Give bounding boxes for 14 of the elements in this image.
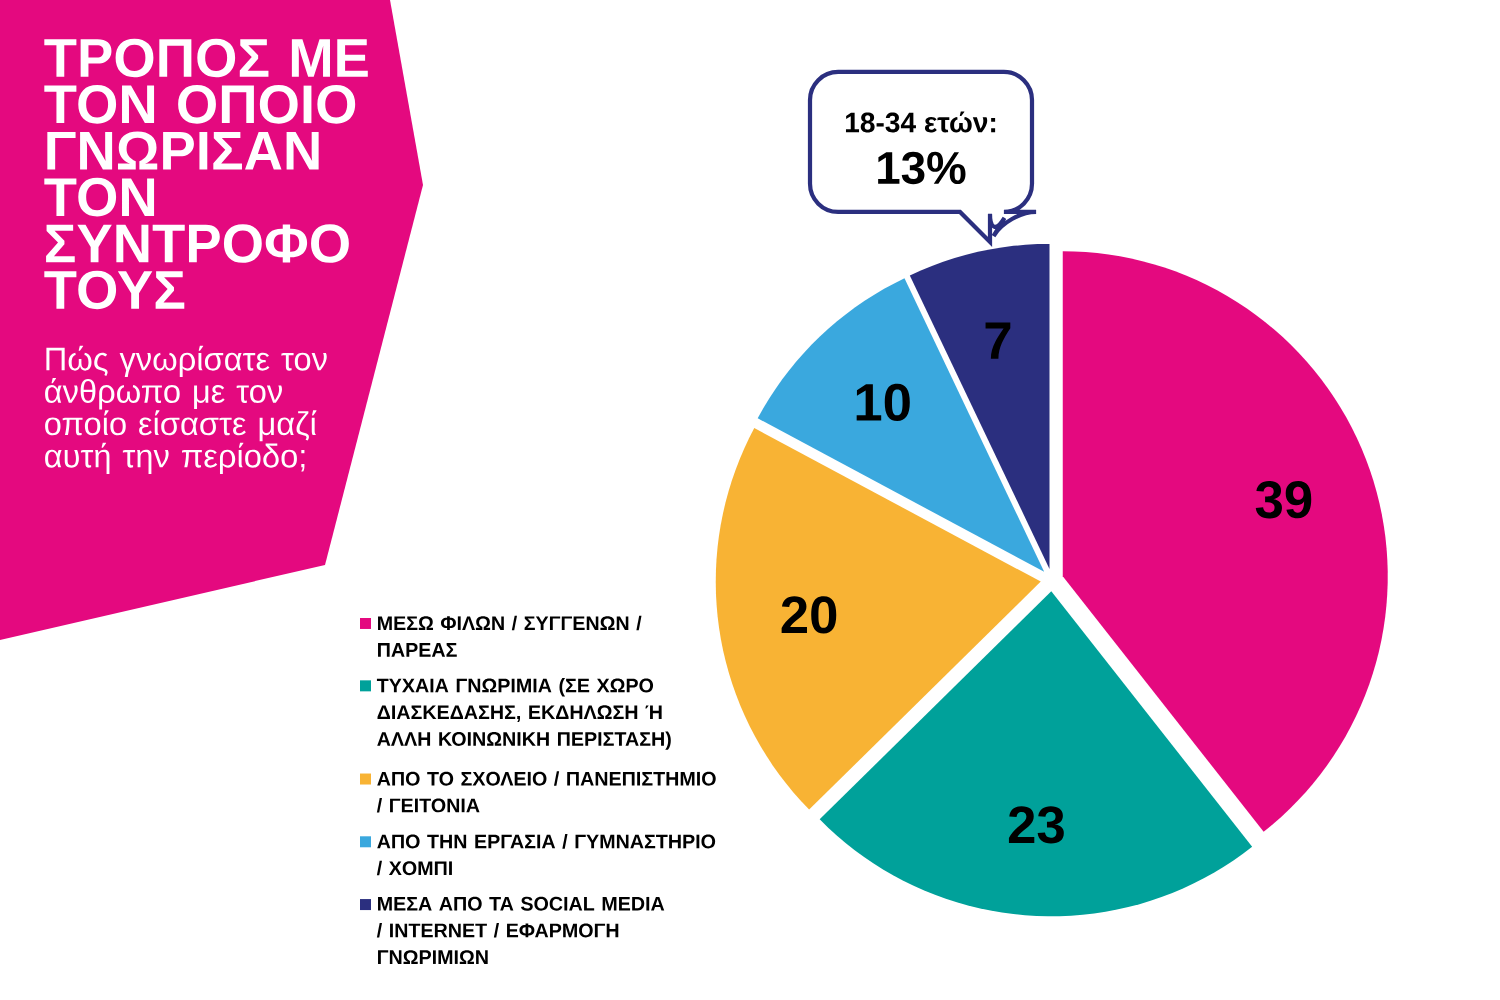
legend-label: ΜΕΣΩ ΦΙΛΩΝ / ΣΥΓΓΕΝΩΝ / ΠΑΡΕΑΣ	[378, 615, 642, 657]
chart-title: ΤΡΟΠΟΣ ΜΕ ΤΟΝ ΟΠΟΙΟ ΓΝΩΡΙΣΑΝ ΤΟΝ ΣΥΝΤΡΟΦΟ ΤΟΥΣ	[44, 38, 368, 310]
text: 13%	[878, 151, 966, 185]
data-label: 10	[856, 383, 910, 422]
legend-label: ΜΕΣΑ ΑΠΟ ΤΑ SOCIAL MEDIA / INTERNET / ΕΦΑΡΜΟΓΗ ΓΝΩΡΙΜΙΩΝ	[376, 896, 665, 964]
legend-label: ΑΠΟ ΤΟ ΣΧΟΛΕΙΟ / ΠΑΝΕΠΙΣΤΗΜΙΟ / ΓΕΙΤΟΝΙΑ	[376, 771, 716, 813]
data-label: 23	[1008, 806, 1064, 844]
legend-label: ΑΠΟ ΤΗΝ ΕΡΓΑΣΙΑ / ΓΥΜΝΑΣΤΗΡΙΟ / ΧΟΜΠΙ	[376, 833, 716, 876]
text: Πώς γνωρίσατε τον άνθρωπο με τον οποίο είσαστε μαζί αυτή την περίοδο;	[45, 345, 327, 475]
data-label: 39	[1255, 481, 1312, 519]
text: 18-34 ετών:	[845, 111, 996, 133]
data-label: 20	[781, 596, 837, 634]
legend-label: ΤΥΧΑΙΑ ΓΝΩΡΙΜΙΑ (ΣΕ ΧΩΡΟ ΔΙΑΣΚΕΔΑΣΗΣ, ΕΚΔΗΛΩΣΗ Ή ΑΛΛΗ ΚΟΙΝΩΝΙΚΗ ΠΕΡΙΣΤΑΣΗ)	[376, 678, 671, 750]
data-label: 7	[985, 322, 1011, 359]
